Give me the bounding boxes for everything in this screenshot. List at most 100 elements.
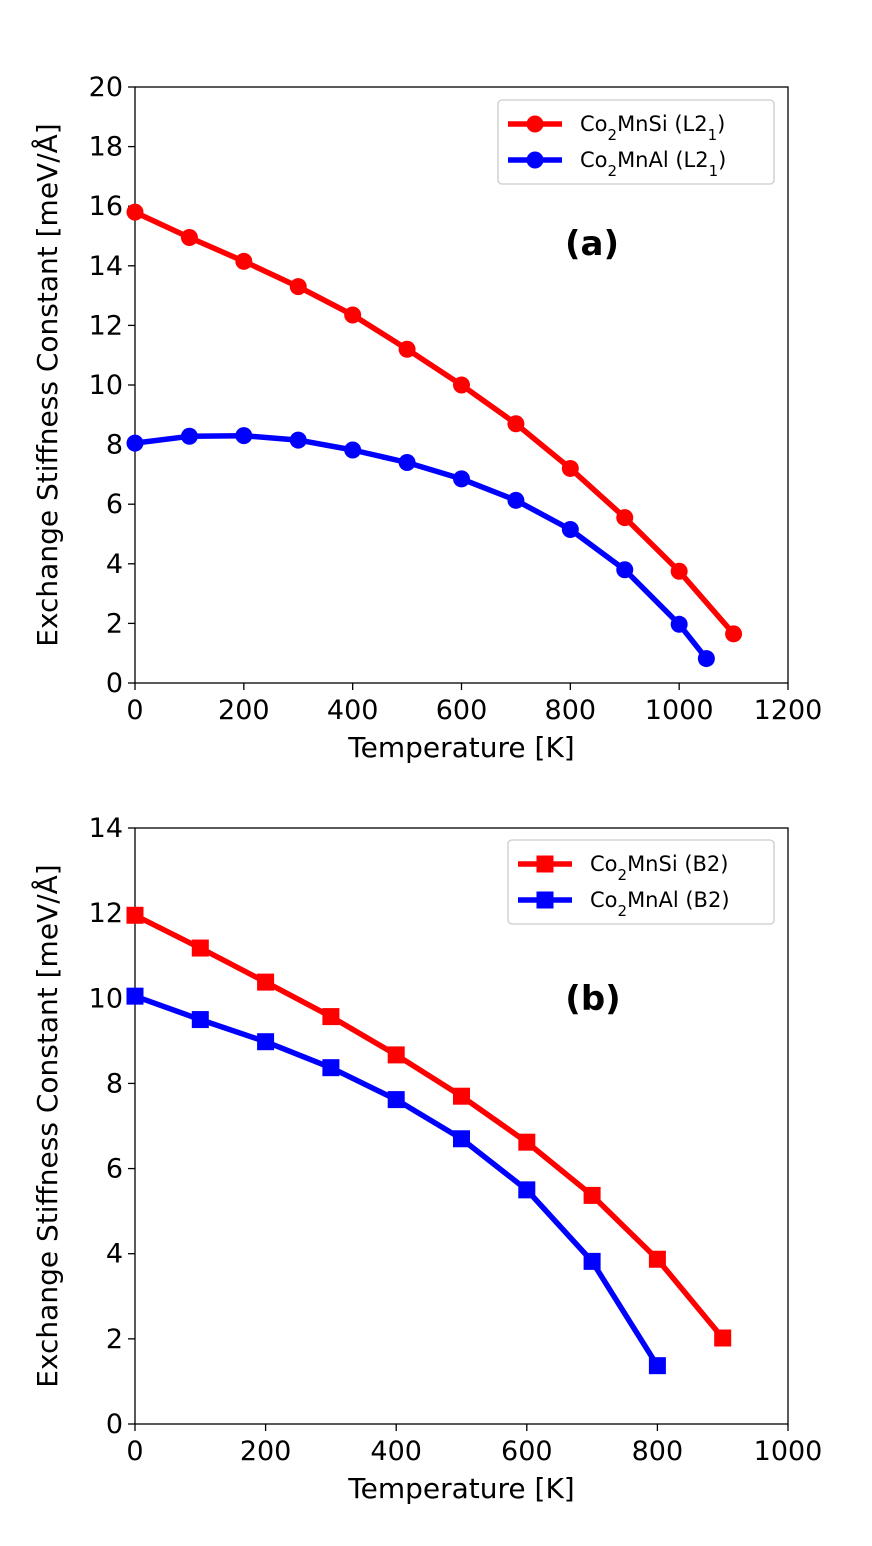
x-tick-label: 200 [218,695,270,726]
y-tick-label: 12 [89,310,123,341]
y-tick-label: 20 [89,72,123,103]
y-tick-label: 8 [106,1068,123,1099]
data-point [344,441,362,459]
data-point [387,1091,405,1109]
panel-b-plot: 0 200 400 600 800 1000 0 2 4 6 8 10 12 14 Temperature … [30,813,822,1505]
legend-marker [536,891,554,909]
legend-label-part: 2 [608,162,618,180]
legend-label-part: ) [718,148,726,172]
legend-box [507,839,775,925]
data-point [507,491,525,509]
x-tick-label: 400 [327,695,379,726]
data-point [583,1186,601,1204]
y-tick-label: 2 [106,1324,123,1355]
data-point [616,561,634,579]
data-point [180,427,198,445]
data-point [126,906,144,924]
data-point [289,431,307,449]
y-tick-label: 18 [89,132,123,163]
data-point [398,340,416,358]
series-line-co2mnal-l21- [134,432,709,661]
data-point [257,973,275,991]
legend: Co2MnSi (L21)Co2MnAl (L21) [497,99,775,185]
x-axis-label: Temperature [K] [347,1472,574,1505]
data-point [453,470,470,488]
legend-marker [526,151,544,169]
data-point [387,1046,405,1064]
legend-label: Co2MnAl (B2) [590,888,730,920]
legend-label: Co2MnSi (L21) [580,112,725,144]
y-tick-label: 10 [89,983,123,1014]
data-point [126,203,144,221]
legend-label-part: ) [717,112,725,136]
legend-label-part: 2 [608,126,618,144]
data-point [191,1011,209,1029]
legend-label-part: MnSi (L2 [617,112,708,136]
y-tick-label: 4 [106,1239,123,1270]
legend-label-part: MnAl (B2) [627,888,729,912]
legend-label: Co2MnAl (L21) [580,148,726,180]
data-point [235,427,253,445]
data-point [180,228,198,246]
data-point [648,1357,666,1375]
data-point [289,278,307,296]
y-tick-label: 14 [89,813,123,844]
data-point [126,434,144,452]
data-point [322,1059,340,1077]
legend-label: Co2MnSi (B2) [590,852,728,884]
data-point [561,521,579,539]
x-tick-label: 600 [436,695,488,726]
data-point [697,650,715,668]
data-point [453,1087,470,1105]
data-point [235,252,253,270]
data-point [257,1033,275,1051]
series-line-co2mnsi-l21- [133,209,736,636]
data-point [398,453,416,471]
y-tick-label: 12 [89,898,123,929]
x-tick-label: 800 [545,695,597,726]
x-tick-label: 600 [501,1436,553,1467]
x-tick-label: 1200 [754,695,823,726]
data-point [453,376,470,394]
data-point [507,415,525,433]
data-point [670,615,688,633]
y-axis-label: Exchange Stiffness Constant [meV/Å] [30,123,64,646]
data-point [344,306,362,324]
y-tick-label: 10 [89,370,123,401]
legend-label-part: 1 [709,162,719,180]
data-point [561,459,579,477]
legend-marker [536,855,554,873]
legend-label-part: Co [580,148,608,172]
data-point [616,509,634,527]
data-point [126,987,144,1005]
data-point [518,1181,536,1199]
panel-label: (a) [565,224,619,264]
y-tick-label: 0 [106,1409,123,1440]
legend-label-part: Co [580,112,608,136]
y-tick-label: 2 [106,608,123,639]
legend-label-part: Co [590,888,618,912]
series-line-co2mnsi-b2- [133,912,725,1340]
legend-label-part: MnAl (L2 [617,148,709,172]
x-tick-label: 200 [240,1436,292,1467]
x-tick-label: 0 [126,1436,143,1467]
x-tick-label: 1000 [754,1436,823,1467]
data-point [583,1252,601,1270]
x-axis-label: Temperature [K] [347,731,574,764]
data-point [670,562,688,580]
data-point [518,1133,536,1151]
legend-label-part: 2 [618,866,628,884]
legend-label-part: MnSi (B2) [627,852,728,876]
data-point [191,939,209,957]
y-tick-label: 4 [106,549,123,580]
legend-marker [526,115,544,133]
y-tick-label: 6 [106,1154,123,1185]
y-tick-label: 8 [106,430,123,461]
y-tick-label: 6 [106,489,123,520]
y-tick-label: 0 [106,668,123,699]
data-point [648,1250,666,1268]
legend: Co2MnSi (B2)Co2MnAl (B2) [507,839,775,925]
x-tick-label: 1000 [645,695,714,726]
data-point [453,1130,470,1148]
panel-label: (b) [565,979,620,1019]
